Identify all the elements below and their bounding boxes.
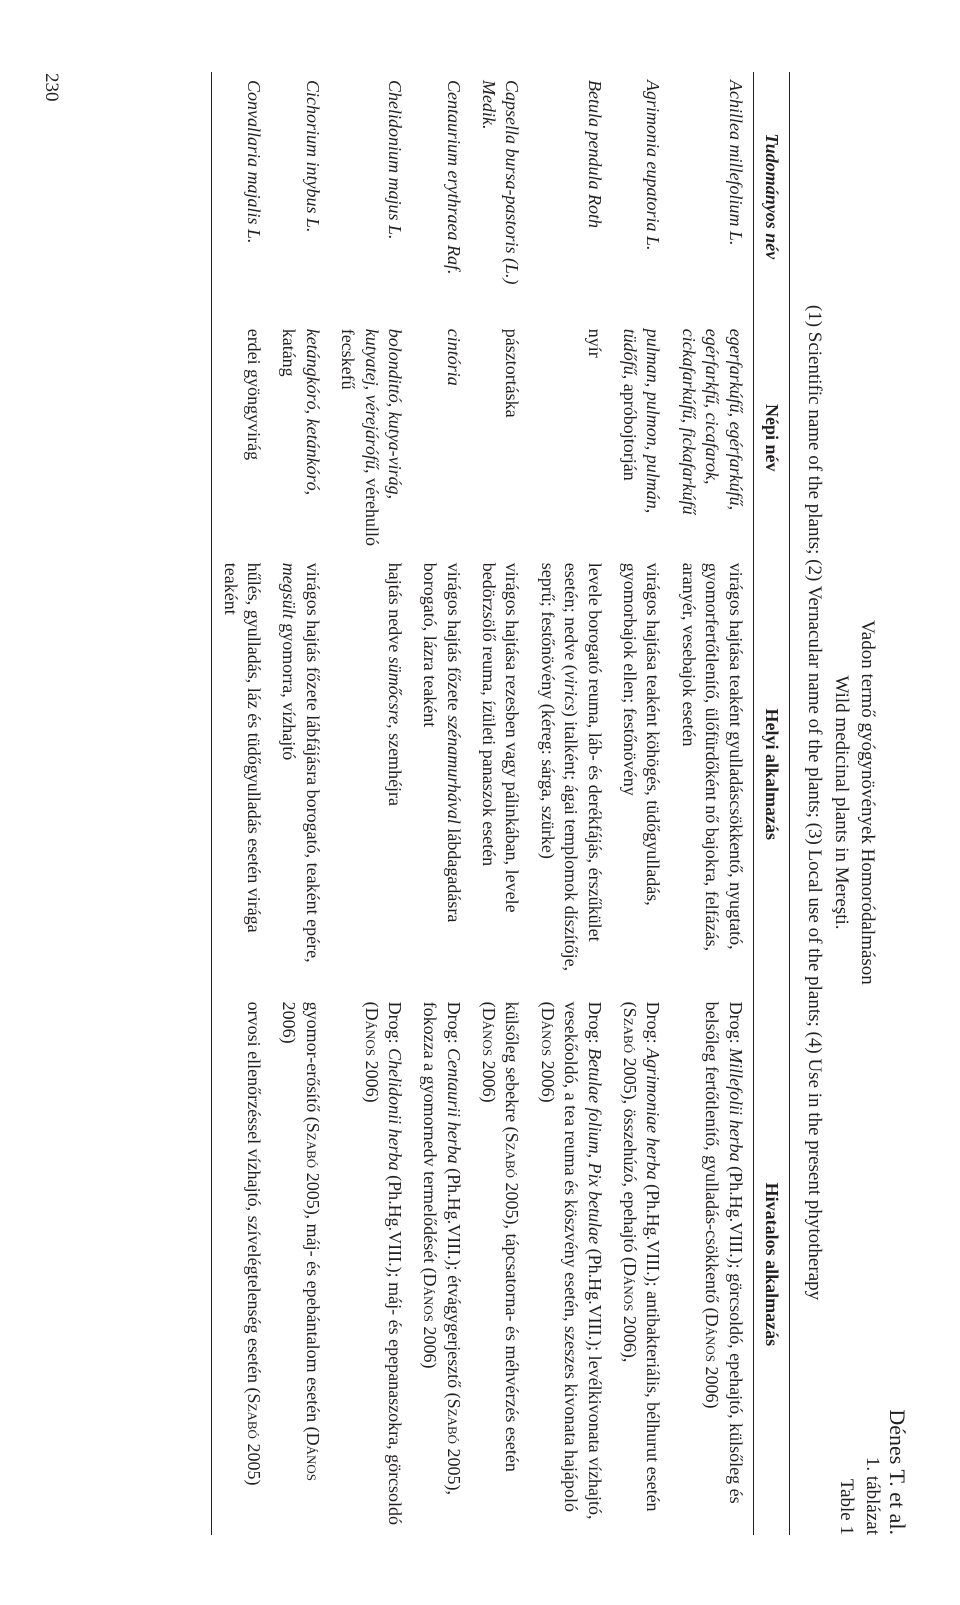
caption: (1) Scientific name of the plants; (2) V… [803,0,825,1605]
col-header-vern: Népi név [753,321,789,555]
cell-local: hajtás nedve sümőcsre, szemhéjra [330,555,412,994]
table-row: Convallaria majalis L. erdei gyöngyvirág… [212,72,271,1535]
cell-vern: nyír [529,321,611,555]
cell-sci: Achillea millefolium L. [670,72,753,321]
table-row: Chelidonium majus L. bolondittó, kutya-v… [330,72,412,1535]
col-header-phyto: Hivatalos alkalmazás [753,994,789,1535]
table-row: Agrimonia eupatoria L. pulman, pulmon, p… [612,72,671,1535]
table-wrapper: Tudományos név Népi név Helyi alkalmazás… [211,72,790,1535]
col-header-sci: Tudományos név [753,72,789,321]
cell-phyto: Drog: Betulae folium, Pix betulae (Ph.Hg… [529,994,611,1535]
cell-vern: cintória [412,321,471,555]
cell-local: hűlés, gyulladás, láz és tüdőgyulladás e… [212,555,271,994]
running-head: Dénes T. et al. [884,1409,910,1535]
cell-phyto: gyomor-erősítő (Szabó 2005), máj- és epe… [271,994,330,1535]
table-row: Betula pendula Roth nyír levele borogató… [529,72,611,1535]
title-en: Wild medicinal plants in Mereşti. [831,675,852,929]
cell-phyto: külsőleg sebekre (Szabó 2005), tápcsator… [471,994,530,1535]
table-row: Centaurium erythraea Raf. cintória virág… [412,72,471,1535]
cell-vern: bolondittó, kutya-virág, kutyatej, vérej… [330,321,412,555]
cell-vern: ketángkóró, ketánkóró, katáng [271,321,330,555]
cell-local: virágos hajtása teaként köhögés, tüdőgyu… [612,555,671,994]
table-row: Capsella bursa-pastoris (L.) Medik. pász… [471,72,530,1535]
cell-sci: Cichorium intybus L. [271,72,330,321]
cell-local: levele borogató reuma, láb- és derékfájá… [529,555,611,994]
page-number: 230 [40,73,62,102]
cell-local: virágos hajtása teaként gyulladáscsökken… [670,555,753,994]
cell-local: virágos hajtás főzete szénamurhával lábd… [412,555,471,994]
cell-phyto: Drog: Millefolii herba (Ph.Hg.VIII.); gö… [670,994,753,1535]
cell-vern: pulman, pulmon, pulmán, tüdőfű, apróbojt… [612,321,671,555]
cell-sci: Betula pendula Roth [529,72,611,321]
cell-phyto: orvosi ellenőrzéssel vízhajtó, szívelégt… [212,994,271,1535]
cell-vern: pásztortáska [471,321,530,555]
cell-sci: Chelidonium majus L. [330,72,412,321]
cell-phyto: Drog: Centaurii herba (Ph.Hg.VIII.); étv… [412,994,471,1535]
col-header-local: Helyi alkalmazás [753,555,789,994]
table-row: Achillea millefolium L. egerfarkúfű, egé… [670,72,753,1535]
table-row: Cichorium intybus L. ketángkóró, ketánkó… [271,72,330,1535]
cell-phyto: Drog: Agrimoniae herba (Ph.Hg.VIII.); an… [612,994,671,1535]
cell-sci: Centaurium erythraea Raf. [412,72,471,321]
cell-vern: erdei gyöngyvirág [212,321,271,555]
cell-local: virágos hajtás főzete lábfájásra borogat… [271,555,330,994]
table-header-row: Tudományos név Népi név Helyi alkalmazás… [753,72,789,1535]
cell-vern: egerfarkúfű, egérfarkúfű, egérfarkfű, ci… [670,321,753,555]
cell-local: virágos hajtása rezesben vagy pálinkában… [471,555,530,994]
cell-sci: Agrimonia eupatoria L. [612,72,671,321]
title-hu: Vadon termő gyógynövények Homoródalmáson [857,620,878,985]
table-body: Achillea millefolium L. egerfarkúfű, egé… [212,72,753,1535]
title-block: Vadon termő gyógynövények Homoródalmáson… [829,0,880,1605]
cell-sci: Convallaria majalis L. [212,72,271,321]
cell-phyto: Drog: Chelidonii herba (Ph.Hg.VIII.); má… [330,994,412,1535]
plants-table: Tudományos név Népi név Helyi alkalmazás… [211,72,790,1535]
cell-sci: Capsella bursa-pastoris (L.) Medik. [471,72,530,321]
